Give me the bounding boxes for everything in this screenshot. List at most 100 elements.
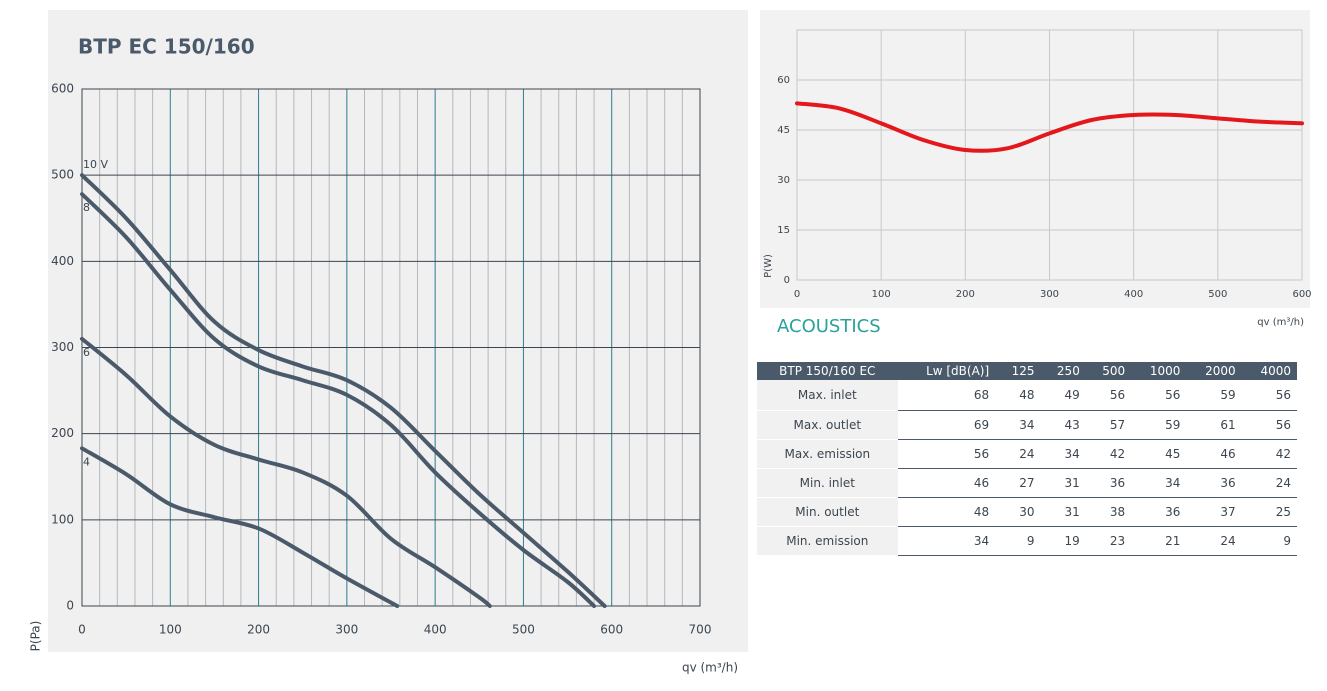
x-tick-label: 100 <box>872 289 891 300</box>
y-tick-label: 300 <box>51 340 74 354</box>
header-cell: 500 <box>1085 362 1132 380</box>
cell: 19 <box>1040 526 1086 556</box>
x-tick-label: 200 <box>247 623 270 637</box>
x-tick-label: 0 <box>794 289 800 300</box>
y-tick-label: 400 <box>51 254 74 268</box>
cell: 61 <box>1186 410 1242 440</box>
header-cell: BTP 150/160 EC <box>757 362 898 380</box>
y-axis-label: P(W) <box>763 254 774 278</box>
y-tick-label: 15 <box>777 225 790 236</box>
x-tick-label: 600 <box>600 623 623 637</box>
cell: 48 <box>995 380 1041 411</box>
cell: 57 <box>1085 410 1132 440</box>
x-axis-label: qv (m³/h) <box>682 661 738 675</box>
x-tick-label: 500 <box>1208 289 1227 300</box>
y-tick-label: 0 <box>66 599 74 613</box>
table-row: Max. emission 56 24 34 42 45 46 42 <box>757 439 1297 469</box>
series-line <box>80 192 597 608</box>
table-row: Min. outlet 48 30 31 38 36 37 25 <box>757 497 1297 527</box>
y-tick-label: 600 <box>51 82 74 96</box>
cell: 24 <box>1186 526 1242 556</box>
header-cell: 1000 <box>1131 362 1187 380</box>
table-row: Max. outlet 69 34 43 57 59 61 56 <box>757 410 1297 440</box>
table-row: Min. inlet 46 27 31 36 34 36 24 <box>757 468 1297 498</box>
chart-title: BTP EC 150/160 <box>78 35 255 59</box>
cell: 38 <box>1085 497 1132 527</box>
cell: 24 <box>995 439 1041 469</box>
cell: 30 <box>995 497 1041 527</box>
cell: 27 <box>995 468 1041 498</box>
series-line <box>80 173 607 608</box>
x-tick-label: 200 <box>956 289 975 300</box>
cell: 9 <box>1241 526 1297 556</box>
cell: 69 <box>897 410 996 440</box>
y-tick-label: 30 <box>777 175 790 186</box>
plot-frame <box>81 88 701 607</box>
x-tick-label: 600 <box>1292 289 1311 300</box>
header-cell: Lw [dB(A)] <box>897 362 996 380</box>
cell: 34 <box>897 526 996 556</box>
cell: 34 <box>1040 439 1086 469</box>
cell: 36 <box>1131 497 1187 527</box>
cell: 34 <box>1131 468 1187 498</box>
cell: 68 <box>897 380 996 411</box>
chart-panel <box>760 10 1310 308</box>
table-row: Max. inlet 68 48 49 56 56 59 56 <box>757 380 1297 411</box>
y-tick-label: 45 <box>777 125 790 136</box>
cell: 46 <box>897 468 996 498</box>
table-body: Max. inlet 68 48 49 56 56 59 56 Max. outlet 69 34 4… <box>757 380 1297 556</box>
x-tick-label: 100 <box>159 623 182 637</box>
x-tick-label: 300 <box>1040 289 1059 300</box>
header-cell: 4000 <box>1241 362 1297 380</box>
y-axis-label: P(Pa) <box>29 621 43 652</box>
x-tick-label: 0 <box>78 623 86 637</box>
plot-frame <box>796 29 1303 281</box>
cell: 36 <box>1085 468 1132 498</box>
y-tick-label: 200 <box>51 426 74 440</box>
x-tick-label: 400 <box>1124 289 1143 300</box>
curve-label: 8 <box>83 201 90 214</box>
header-cell: 125 <box>995 362 1041 380</box>
x-tick-label: 500 <box>512 623 535 637</box>
cell: 49 <box>1040 380 1086 411</box>
cell: 56 <box>1241 410 1297 440</box>
series-line <box>80 336 492 608</box>
cell: 23 <box>1085 526 1132 556</box>
cell: 42 <box>1085 439 1132 469</box>
y-tick-label: 500 <box>51 168 74 182</box>
cell: 43 <box>1040 410 1086 440</box>
cell: 34 <box>995 410 1041 440</box>
cell: 45 <box>1131 439 1187 469</box>
cell: 37 <box>1186 497 1242 527</box>
table-header: BTP 150/160 EC Lw [dB(A)] 125 250 500 1000 200… <box>757 362 1297 380</box>
x-tick-label: 400 <box>424 623 447 637</box>
x-axis-label: qv (m³/h) <box>1257 317 1304 328</box>
y-tick-label: 100 <box>51 512 74 526</box>
cell: 9 <box>995 526 1041 556</box>
cell: 31 <box>1040 497 1086 527</box>
curve-label: 10 V <box>83 158 108 171</box>
table-row: Min. emission 34 9 19 23 21 24 9 <box>757 526 1297 556</box>
header-cell: 250 <box>1040 362 1086 380</box>
series-line <box>795 101 1304 153</box>
cell: 48 <box>897 497 996 527</box>
cell: 56 <box>1085 380 1132 411</box>
cell: 21 <box>1131 526 1187 556</box>
row-label: Max. emission <box>757 439 898 469</box>
x-tick-label: 700 <box>689 623 712 637</box>
cell: 24 <box>1241 468 1297 498</box>
row-label: Max. inlet <box>757 380 898 411</box>
cell: 59 <box>1131 410 1187 440</box>
row-label: Min. emission <box>757 526 898 556</box>
cell: 46 <box>1186 439 1242 469</box>
x-tick-label: 300 <box>335 623 358 637</box>
cell: 25 <box>1241 497 1297 527</box>
cell: 56 <box>1131 380 1187 411</box>
series-line <box>80 446 400 608</box>
cell: 36 <box>1186 468 1242 498</box>
cell: 56 <box>1241 380 1297 411</box>
section-title: ACOUSTICS <box>777 316 881 337</box>
y-tick-label: 0 <box>784 275 790 286</box>
